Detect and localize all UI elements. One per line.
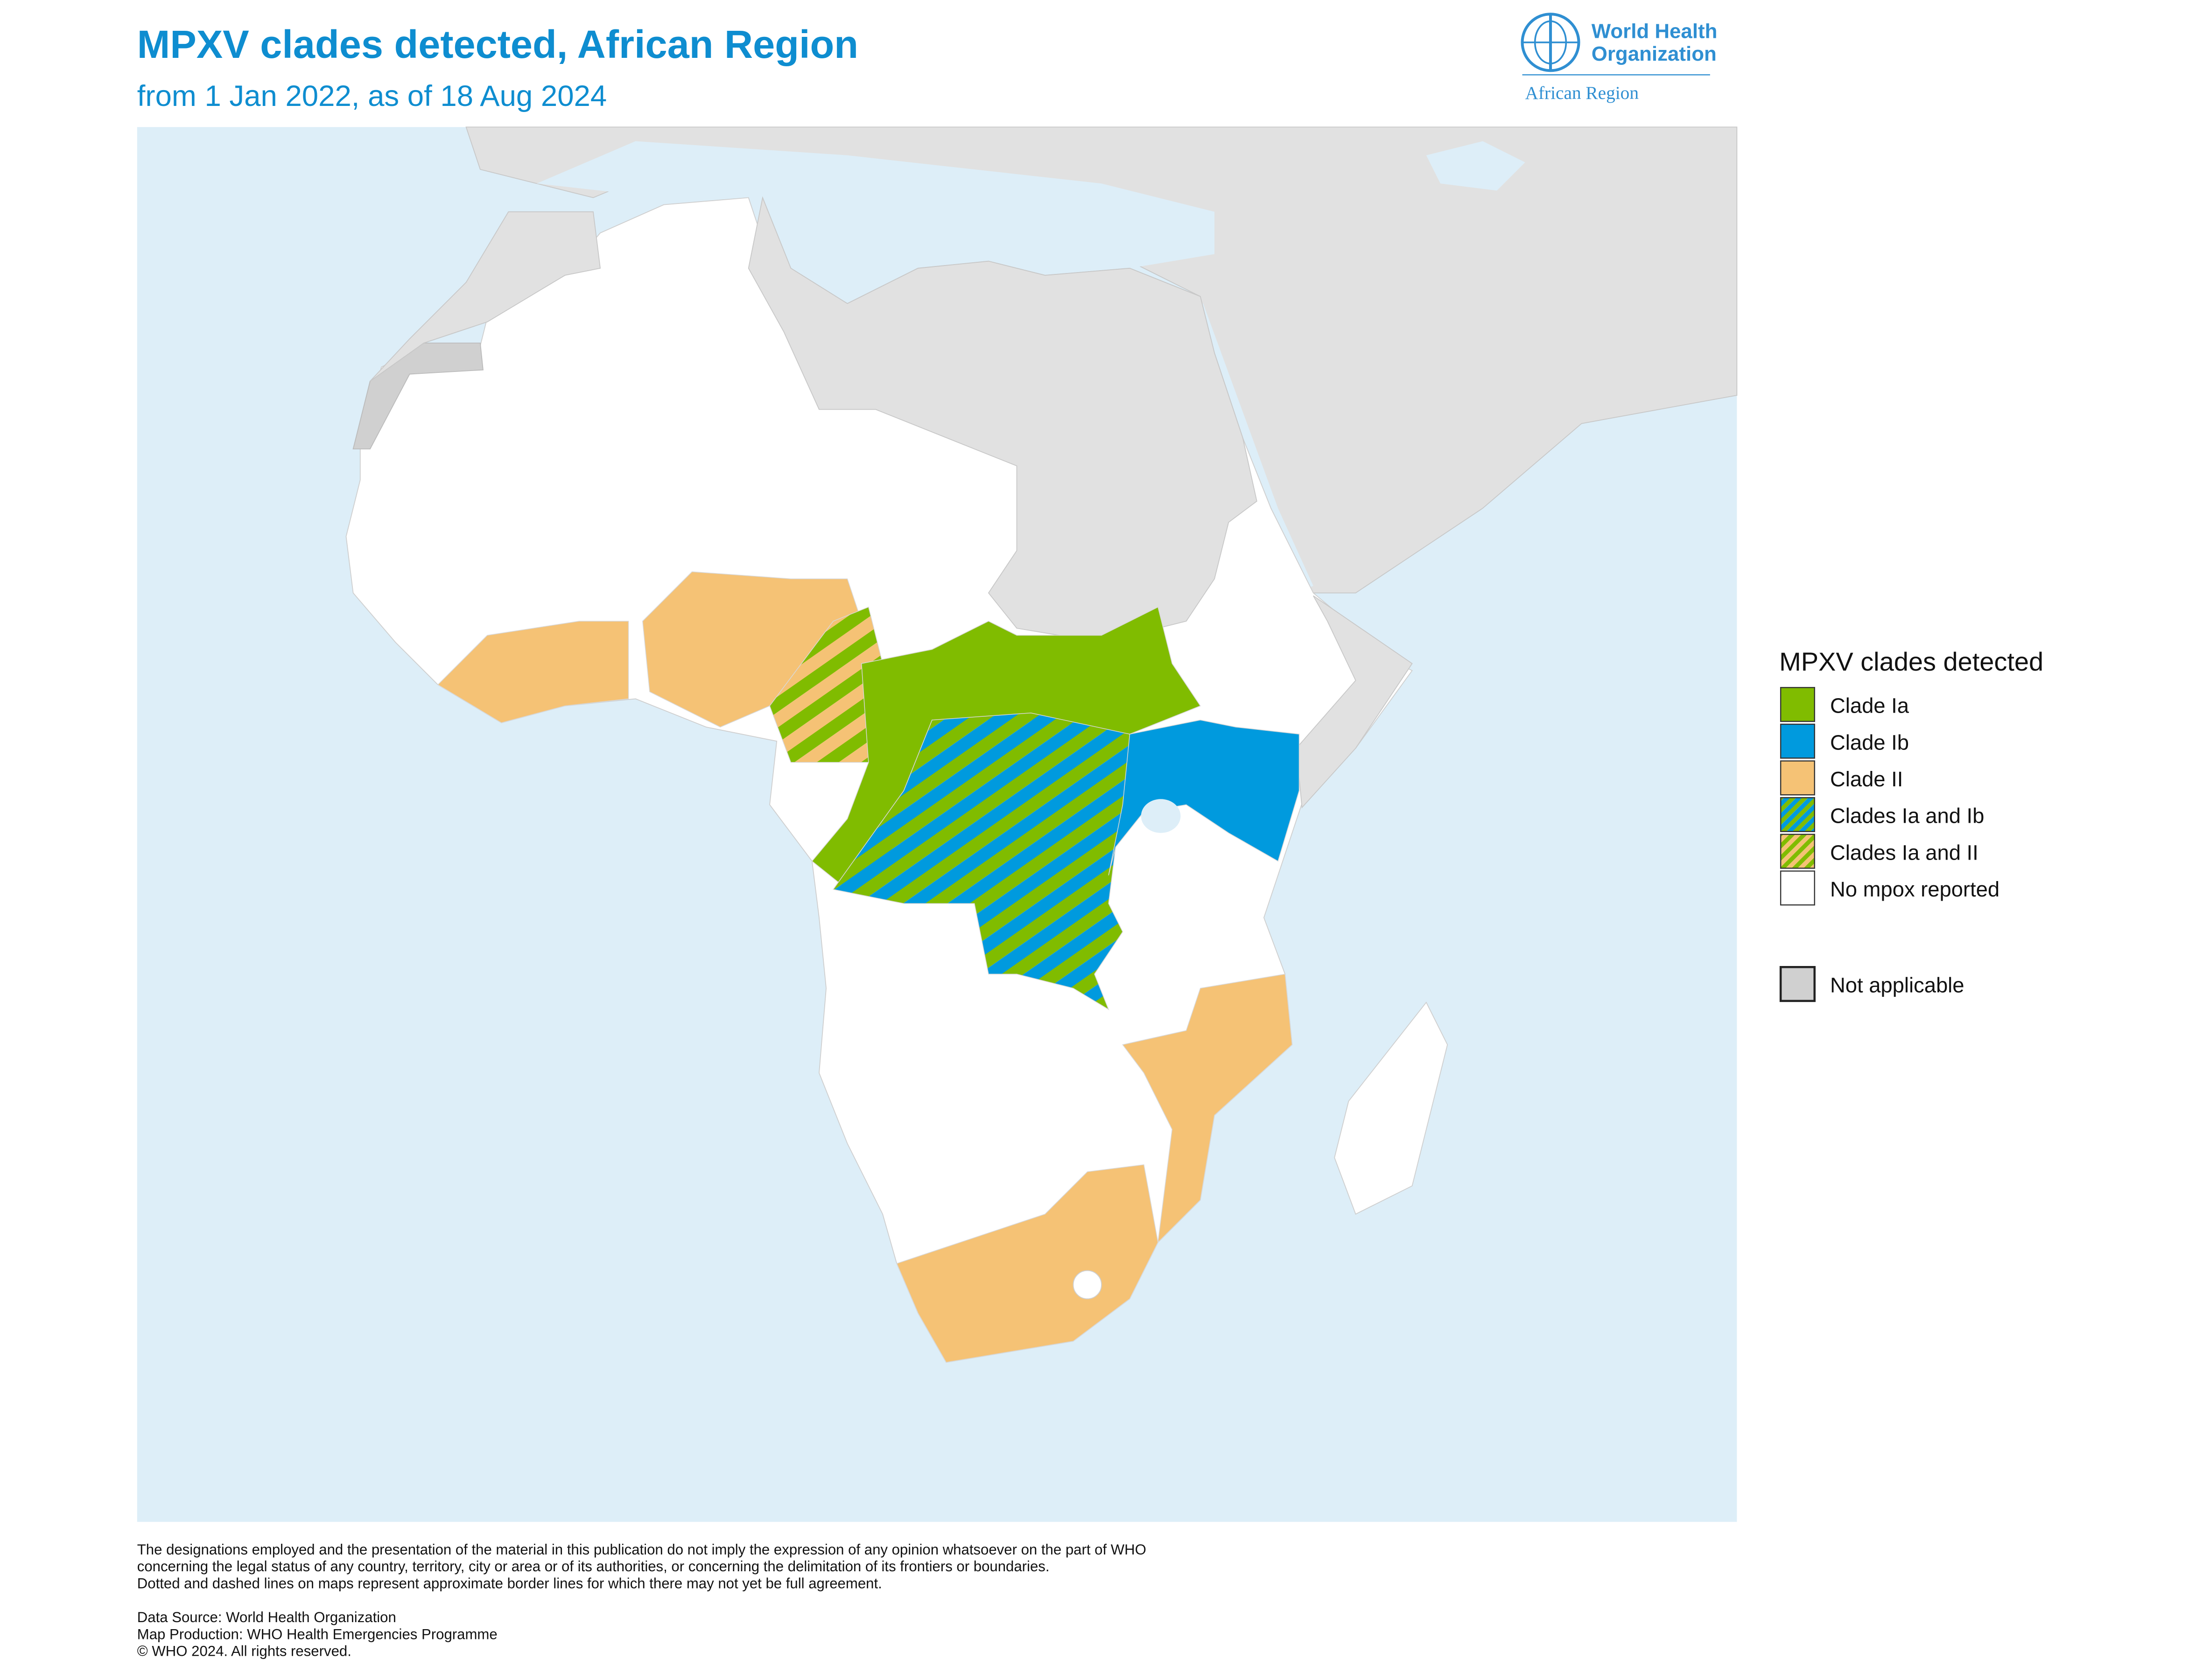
legend-swatch <box>1779 966 1816 1002</box>
legend-label: No mpox reported <box>1830 877 2000 901</box>
credit: © WHO 2024. All rights reserved. <box>137 1643 351 1659</box>
legend-label: Clade II <box>1830 767 1903 791</box>
legend-swatch <box>1780 723 1815 759</box>
disclaimer: concerning the legal status of any count… <box>137 1558 1050 1575</box>
legend-label: Clades Ia and II <box>1830 840 1978 864</box>
madagascar <box>1334 1001 1448 1215</box>
footer: The designations employed and the presen… <box>137 1541 1146 1659</box>
logo-region: African Region <box>1525 83 1639 103</box>
region-clade-ib <box>1108 720 1300 875</box>
legend: MPXV clades detected Clade Ia Clade Ib Cla… <box>1779 647 2043 1002</box>
mediterranean-sea <box>536 141 1215 268</box>
region-clade-ii <box>896 1164 1158 1363</box>
disclaimer: Dotted and dashed lines on maps represen… <box>137 1575 882 1591</box>
logo-name: World Health <box>1592 20 1718 43</box>
legend-swatch <box>1780 687 1815 722</box>
legend-swatch <box>1780 760 1815 796</box>
credit: Data Source: World Health Organization <box>137 1609 396 1625</box>
land-outside-region <box>748 196 1257 643</box>
subtitle: from 1 Jan 2022, as of 18 Aug 2024 <box>137 79 607 112</box>
legend-label: Not applicable <box>1830 973 1964 997</box>
map <box>137 126 1738 1522</box>
legend-label: Clades Ia and Ib <box>1830 804 1984 828</box>
land-outside-region <box>465 126 1738 594</box>
legend-label: Clade Ia <box>1830 694 1909 718</box>
who-logo: World Health Organization African Region <box>1521 13 1718 103</box>
lesotho <box>1073 1270 1102 1300</box>
legend-label: Clade Ib <box>1830 730 1909 754</box>
land-outside-region <box>370 211 601 382</box>
legend-swatch <box>1780 833 1815 869</box>
legend-title: MPXV clades detected <box>1779 647 2043 676</box>
legend-swatch <box>1780 870 1815 906</box>
disclaimer: The designations employed and the presen… <box>137 1541 1146 1558</box>
legend-swatch <box>1780 797 1815 833</box>
title: MPXV clades detected, African Region <box>137 22 858 66</box>
region-clade-ii <box>437 621 629 723</box>
black-sea <box>1426 141 1525 191</box>
lake-victoria <box>1141 799 1181 833</box>
credit: Map Production: WHO Health Emergencies P… <box>137 1626 498 1642</box>
logo-name: Organization <box>1592 42 1717 65</box>
